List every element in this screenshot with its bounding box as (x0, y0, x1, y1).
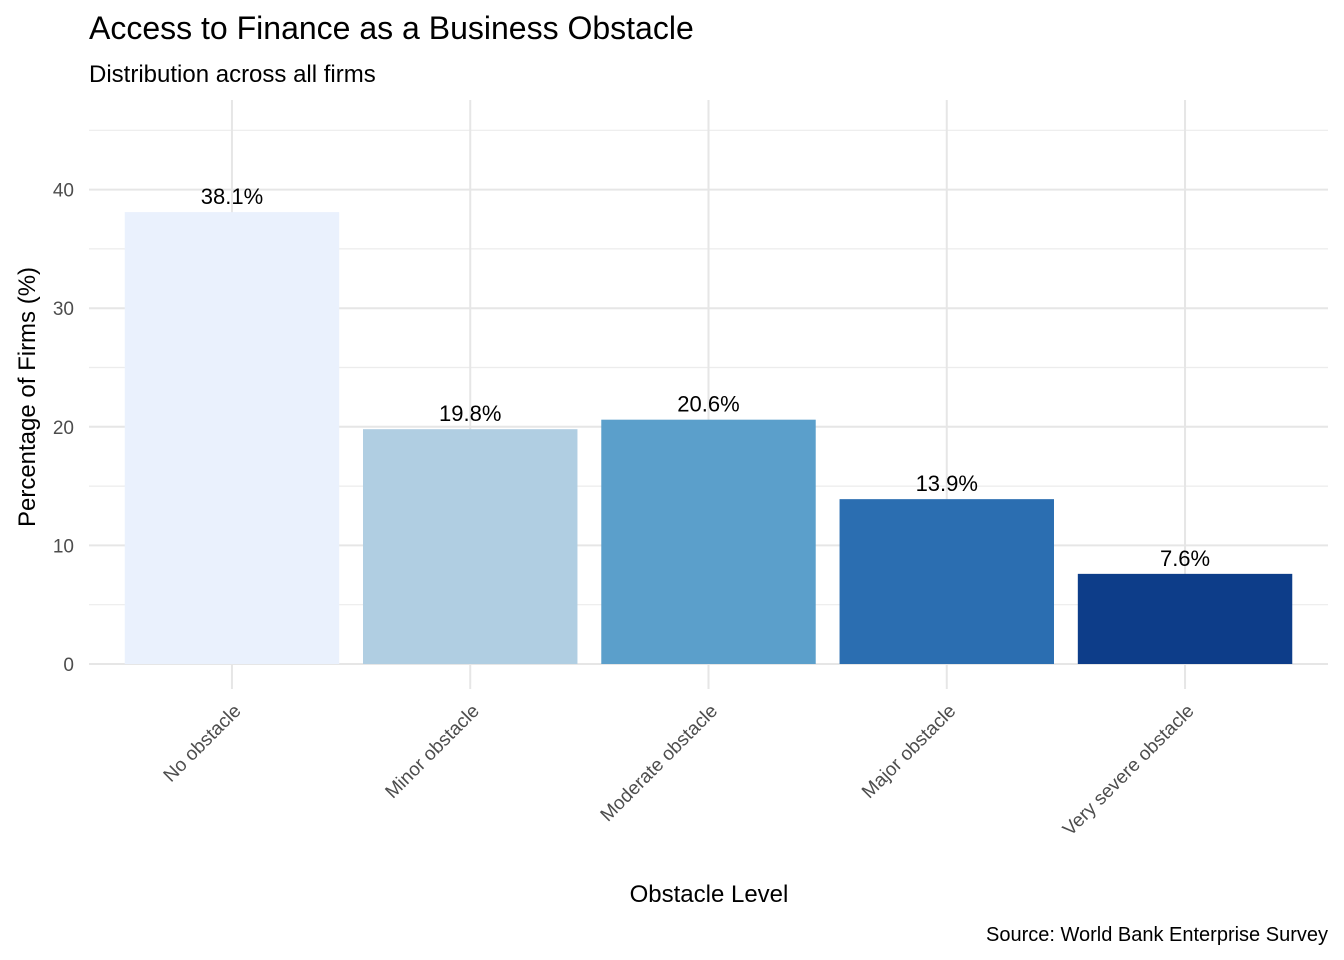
y-tick-label: 30 (53, 299, 74, 320)
y-tick-label: 10 (53, 536, 74, 557)
bar-value-label: 19.8% (439, 401, 501, 426)
y-tick-label: 40 (53, 181, 74, 202)
x-axis-ticks: No obstacle Minor obstacle Moderate obstac… (160, 683, 1199, 840)
y-tick-label: 20 (53, 418, 74, 439)
bar (363, 429, 578, 664)
x-tick-label: No obstacle (160, 701, 246, 787)
bar (839, 499, 1054, 664)
data-labels: 38.1% 19.8% 20.6% 13.9% 7.6% (201, 184, 1210, 571)
bar-value-label: 20.6% (677, 392, 739, 417)
x-tick-label: Major obstacle (858, 701, 960, 803)
chart-caption: Source: World Bank Enterprise Survey (986, 924, 1328, 946)
x-tick-label: Minor obstacle (382, 701, 484, 803)
bars (124, 212, 1293, 664)
x-tick-label: Very severe obstacle (1059, 701, 1199, 841)
bar (124, 212, 340, 664)
bar (1077, 573, 1293, 664)
y-axis-ticks: 0 10 20 30 40 (53, 181, 74, 676)
y-tick-label: 0 (63, 655, 74, 676)
bar (601, 419, 816, 664)
chart-title: Access to Finance as a Business Obstacle (89, 10, 694, 46)
bar-value-label: 38.1% (201, 184, 263, 209)
bar-value-label: 13.9% (916, 471, 978, 496)
bar-value-label: 7.6% (1160, 546, 1210, 571)
y-axis-title: Percentage of Firms (%) (14, 267, 41, 527)
chart-subtitle: Distribution across all firms (89, 61, 376, 88)
x-tick-label: Moderate obstacle (597, 701, 722, 826)
x-axis-title: Obstacle Level (630, 881, 789, 908)
